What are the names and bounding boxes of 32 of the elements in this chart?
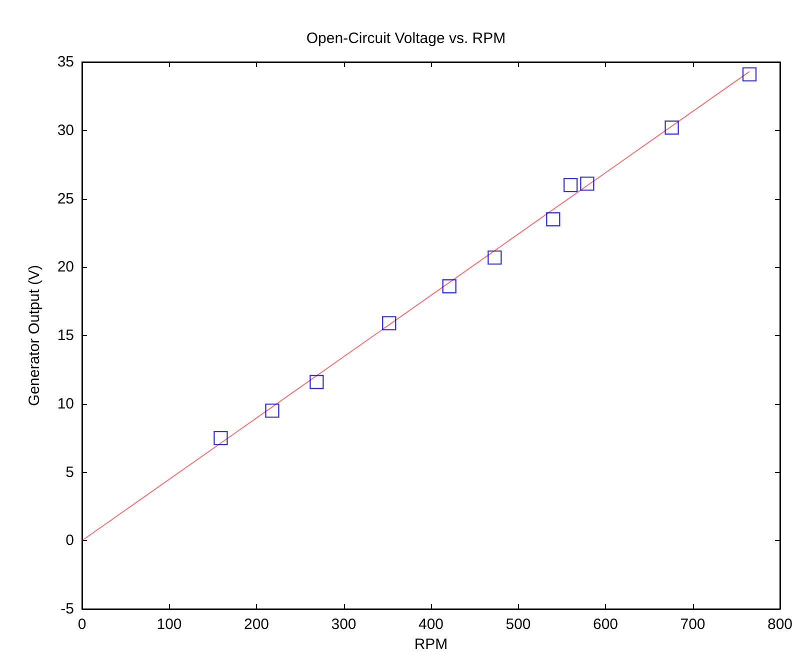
point — [214, 430, 228, 446]
point — [488, 250, 502, 265]
y-tick-label: 25 — [57, 190, 74, 208]
x-tick-label: 300 — [331, 616, 356, 633]
chart-title: Open-Circuit Voltage vs. RPM — [306, 30, 506, 47]
y-tick-label: 15 — [57, 327, 74, 344]
point — [442, 279, 456, 294]
y-tick-label: 0 — [66, 532, 74, 550]
point — [580, 176, 594, 191]
y-tick-label: 5 — [66, 464, 74, 481]
point — [382, 316, 396, 330]
y-axis-title: Generator Output (V) — [26, 265, 43, 406]
point — [310, 374, 324, 390]
point — [564, 178, 578, 192]
x-tick-label: 200 — [244, 616, 270, 633]
x-tick-label: 800 — [767, 616, 793, 633]
point — [742, 67, 757, 82]
y-tick-label: 10 — [57, 395, 74, 412]
y-tick-label: 30 — [57, 122, 74, 139]
point — [664, 120, 679, 135]
y-tick-label: 35 — [57, 54, 74, 70]
point — [265, 404, 280, 418]
y-tick-label: -5 — [60, 600, 74, 618]
y-tick-label: 20 — [57, 258, 74, 276]
x-tick-label: 100 — [156, 616, 182, 633]
x-axis-title: RPM — [414, 636, 448, 653]
x-tick-label: 400 — [418, 616, 444, 633]
x-tick-label: 500 — [506, 616, 531, 633]
x-tick-label: 700 — [680, 616, 706, 633]
point — [546, 212, 560, 226]
x-tick-label: 600 — [592, 616, 618, 633]
x-tick-label: 0 — [78, 616, 86, 633]
